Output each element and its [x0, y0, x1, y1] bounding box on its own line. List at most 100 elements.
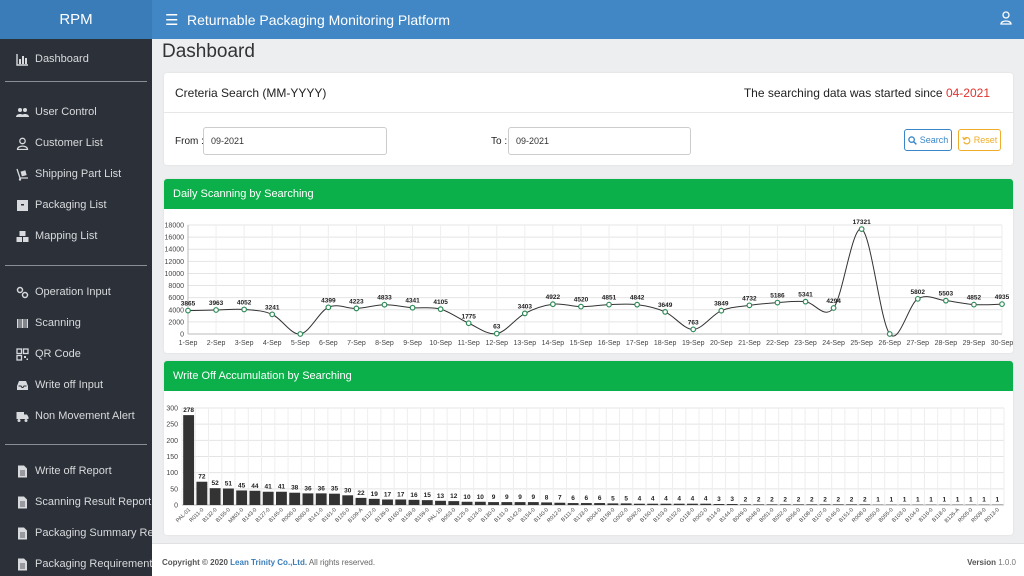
menu-toggle-icon[interactable]: ☰: [165, 11, 179, 29]
y-tick-label: 100: [166, 470, 178, 477]
daily-scanning-chart: 0 2000 4000 6000 8000 10000 12000 14000 16000 180…: [165, 219, 1013, 347]
sidebar-item-non-movement-alert[interactable]: Non Movement Alert: [16, 406, 135, 426]
x-tick-label: 4-Sep: [263, 340, 282, 347]
bar: [275, 491, 287, 505]
sidebar-item-label: Packaging List: [35, 199, 107, 211]
bar: [289, 492, 301, 505]
data-point: [774, 299, 781, 306]
data-label: 4520: [574, 297, 589, 304]
sidebar-item-label: Write off Report: [35, 465, 112, 477]
x-tick-label: 29-Sep: [963, 340, 986, 347]
data-label: 1: [903, 497, 907, 504]
company-link[interactable]: Lean Trinity Co.,Ltd.: [230, 558, 308, 567]
to-month-input[interactable]: [508, 127, 691, 155]
data-label: 2: [797, 496, 801, 503]
data-label: 4: [664, 496, 668, 503]
from-month-input[interactable]: [203, 127, 387, 155]
sidebar-item-packaging-list[interactable]: Packaging List: [16, 195, 107, 215]
data-label: 38: [291, 485, 299, 492]
data-start-notice: The searching data was started since 04-…: [744, 86, 990, 100]
bar: [501, 502, 513, 505]
series-line: [187, 228, 1003, 337]
sidebar-item-write-off-report[interactable]: Write off Report: [16, 461, 112, 481]
data-label: 5186: [770, 293, 785, 300]
bar: [421, 500, 433, 505]
version: Version 1.0.0: [967, 558, 1016, 567]
data-label: 7: [558, 495, 562, 502]
data-label: 3963: [209, 300, 224, 307]
sidebar-item-label: Dashboard: [35, 53, 89, 65]
x-tick-label: 25-Sep: [850, 340, 873, 347]
x-tick-label: 5-Sep: [291, 340, 310, 347]
sidebar-item-customer-list[interactable]: Customer List: [16, 133, 103, 153]
bar: [766, 504, 778, 505]
y-tick-label: 4000: [168, 307, 184, 314]
data-point: [858, 226, 865, 233]
bar: [620, 503, 632, 505]
bar: [859, 504, 871, 505]
sidebar-item-packaging-summary-report[interactable]: Packaging Summary Report: [16, 523, 152, 543]
data-label: 4: [677, 496, 681, 503]
y-tick-label: 250: [166, 422, 178, 429]
bar: [846, 504, 857, 505]
bar: [488, 502, 500, 505]
data-point: [185, 307, 191, 314]
x-tick-label: 10-Sep: [429, 340, 452, 347]
page-title: Dashboard: [162, 41, 255, 62]
search-icon: [907, 135, 917, 145]
search-button[interactable]: Search: [904, 129, 952, 151]
data-label: 5503: [939, 291, 954, 298]
sidebar-item-dashboard[interactable]: Dashboard: [16, 49, 89, 69]
sidebar-item-scanning-result-report[interactable]: Scanning Result Report: [16, 492, 151, 512]
data-label: 4851: [602, 295, 617, 302]
sidebar-item-operation-input[interactable]: Operation Input: [16, 282, 111, 302]
data-label: 1: [943, 497, 947, 504]
x-tick-label: 16-Sep: [598, 340, 621, 347]
x-tick-label: 30-Sep: [991, 340, 1013, 347]
bar: [633, 503, 645, 505]
bar: [580, 503, 592, 505]
bar: [740, 504, 751, 505]
sidebar-item-mapping-list[interactable]: Mapping List: [16, 226, 97, 246]
x-tick-label: R002-0: [692, 507, 709, 524]
sidebar-item-user-control[interactable]: User Control: [16, 102, 97, 122]
data-label: 3865: [181, 301, 196, 308]
data-label: 30: [344, 487, 352, 494]
daily-scanning-title: Daily Scanning by Searching: [164, 179, 1013, 209]
x-tick-label: B109-A: [347, 507, 364, 524]
x-tick-label: 1-Sep: [179, 340, 198, 347]
sidebar-divider: [5, 265, 147, 266]
bar: [753, 504, 765, 505]
data-label: 5: [624, 495, 628, 502]
footer: Copyright © 2020 Lean Trinity Co.,Ltd. A…: [152, 543, 1024, 576]
copyright-prefix: Copyright © 2020: [162, 558, 228, 567]
data-point: [297, 331, 304, 337]
x-tick-label: 12-Sep: [485, 340, 508, 347]
sidebar-item-qr-code[interactable]: QR Code: [16, 344, 81, 364]
data-label: 9: [505, 494, 509, 501]
barcode-icon: [17, 318, 28, 328]
bar: [355, 497, 367, 505]
chart-icon: [16, 53, 28, 66]
reset-button[interactable]: Reset: [958, 129, 1001, 151]
sidebar-item-scanning[interactable]: Scanning: [16, 313, 81, 333]
bar: [222, 488, 234, 505]
bar: [395, 499, 407, 505]
sidebar-item-write-off-input[interactable]: Write off Input: [16, 375, 103, 395]
bar: [408, 499, 420, 505]
bar: [514, 502, 526, 505]
data-point: [830, 305, 837, 311]
app-brand[interactable]: RPM: [0, 0, 152, 39]
write-off-title: Write Off Accumulation by Searching: [164, 361, 1013, 391]
data-label: 278: [183, 407, 194, 414]
sidebar-item-shipping-part-list[interactable]: Shipping Part List: [16, 164, 121, 184]
user-icon[interactable]: [1000, 11, 1012, 25]
to-label: To :: [491, 136, 508, 147]
data-label: 1: [956, 497, 960, 504]
data-point: [409, 304, 416, 311]
sidebar-item-packaging-requirement-report[interactable]: Packaging Requirement Rep: [16, 554, 152, 574]
bar: [673, 503, 685, 505]
data-label: 4: [704, 496, 708, 503]
bar: [541, 502, 553, 505]
bar: [315, 493, 327, 505]
